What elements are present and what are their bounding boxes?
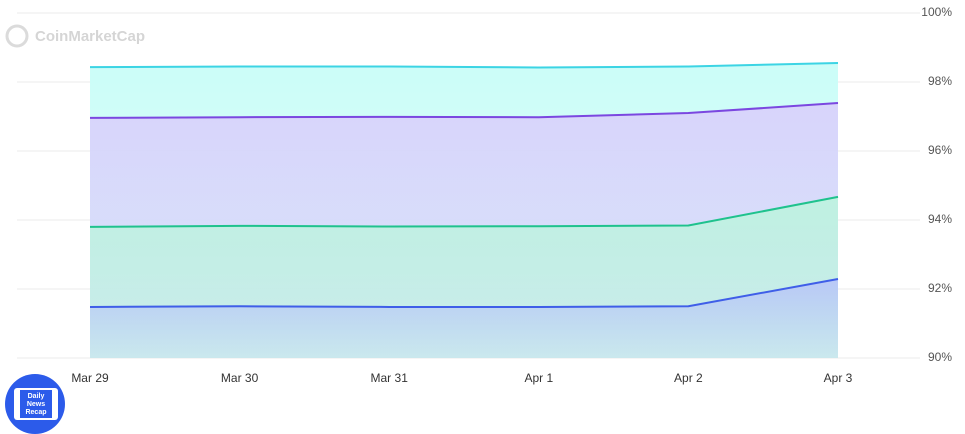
- series-line: [89, 62, 839, 69]
- y-tick-label: 98%: [928, 74, 952, 88]
- series-line: [89, 278, 839, 308]
- x-tick-label: Apr 3: [824, 371, 853, 385]
- y-tick-label: 90%: [928, 350, 952, 364]
- y-tick-label: 96%: [928, 143, 952, 157]
- plot: 90% 92% 94% 96% 98% 100% Mar 29 Mar 30 Mar 31 Apr…: [17, 5, 952, 385]
- series-line: [89, 195, 839, 228]
- badge-screen: [20, 390, 52, 418]
- watermark-text: CoinMarketCap: [35, 28, 145, 45]
- badge-text: News: [27, 401, 45, 408]
- badge-text: Daily: [28, 393, 45, 400]
- series-line: [89, 102, 839, 119]
- badge: Daily News Recap: [5, 374, 65, 434]
- x-tick-label: Mar 31: [371, 371, 409, 385]
- x-tick-label: Mar 30: [221, 371, 259, 385]
- y-tick-label: 92%: [928, 281, 952, 295]
- area: [90, 278, 838, 358]
- y-tick-label: 100%: [921, 5, 952, 19]
- badge-text: Recap: [25, 409, 46, 416]
- x-tick-label: Apr 1: [524, 371, 553, 385]
- watermark-logo: [5, 24, 29, 48]
- x-tick-label: Mar 29: [71, 371, 109, 385]
- watermark: CoinMarketCap: [5, 24, 145, 48]
- x-tick-label: Apr 2: [674, 371, 703, 385]
- y-tick-label: 94%: [928, 212, 952, 226]
